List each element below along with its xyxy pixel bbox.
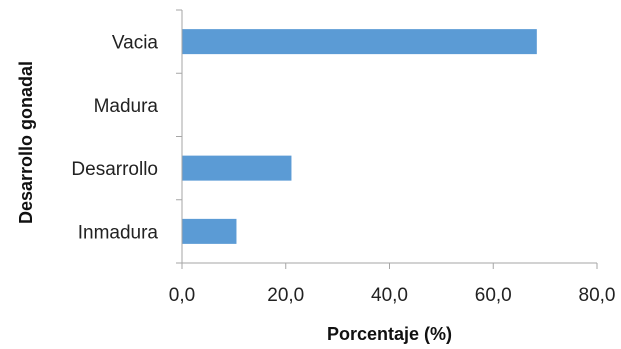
x-tick-label: 80,0	[579, 285, 616, 306]
y-tick-label-inmadura: Inmadura	[78, 222, 159, 243]
y-tick-label-desarrollo: Desarrollo	[71, 159, 158, 180]
x-tick-label: 0,0	[169, 285, 195, 306]
bar-vacia	[182, 29, 537, 55]
y-labels-group: Vacia Madura Desarrollo Inmadura	[71, 33, 158, 244]
y-tick-label-madura: Madura	[94, 96, 159, 117]
y-axis-title: Desarrollo gonadal	[16, 61, 36, 224]
x-tick-label: 60,0	[475, 285, 512, 306]
x-axis-title: Porcentaje (%)	[327, 324, 452, 344]
bar-desarrollo	[182, 155, 292, 181]
x-tick-label: 20,0	[267, 285, 304, 306]
bar-inmadura	[182, 218, 237, 244]
x-tick-label: 40,0	[371, 285, 408, 306]
bars-group	[182, 29, 537, 244]
y-tick-label-vacia: Vacia	[112, 33, 159, 54]
x-ticks-group: 0,0 20,0 40,0 60,0 80,0	[169, 263, 616, 306]
